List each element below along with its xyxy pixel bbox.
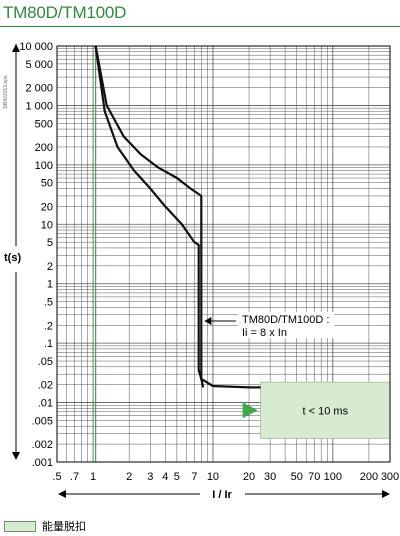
x-axis-label: I / Ir	[212, 489, 232, 501]
curve-2	[94, 45, 261, 389]
y-tick-label: .005	[32, 415, 53, 427]
x-tick-label: 1	[90, 471, 96, 483]
x-tick-label: 20	[243, 471, 255, 483]
y-tick-label: 50	[41, 178, 53, 190]
title-rule	[0, 26, 400, 27]
y-tick-label: 10	[41, 219, 53, 231]
y-tick-label: .001	[32, 457, 53, 469]
arrow-left-icon	[58, 490, 66, 498]
y-axis-label: t(s)	[4, 252, 21, 264]
y-tick-label: 1 000	[25, 100, 53, 112]
x-tick-label: 4	[162, 471, 168, 483]
axis-labels: t(s) I / Ir DB422013.eps	[3, 44, 390, 501]
x-tick-label: 5	[174, 471, 180, 483]
y-tick-label: .002	[32, 439, 53, 451]
x-tick-label: 3	[147, 471, 153, 483]
x-tick-label: .5	[52, 471, 61, 483]
figure-code: DB422013.eps	[3, 75, 9, 109]
x-tick-label: 30	[264, 471, 276, 483]
x-tick-label: 10	[207, 471, 219, 483]
arrow-up-icon	[12, 44, 20, 52]
annotations: TM80D/TM100D :Ii = 8 x In t < 10 ms	[204, 312, 349, 419]
arrow-left-icon	[204, 317, 212, 325]
x-tick-label: 100	[324, 471, 342, 483]
y-tick-label: .2	[44, 320, 53, 332]
y-tick-label: 1	[47, 279, 53, 291]
x-tick-labels: .5 .7 1 2 3 4 5 7 10 20 30 50 70 100 200 300	[52, 471, 399, 483]
y-tick-label: 5 000	[25, 59, 53, 71]
y-tick-label: 100	[35, 160, 53, 172]
green-arrow-icon	[242, 402, 258, 419]
arrow-right-icon	[382, 490, 390, 498]
x-tick-label: .7	[70, 471, 79, 483]
y-tick-label: .05	[38, 356, 53, 368]
curve-1	[94, 45, 205, 388]
x-tick-label: 70	[308, 471, 320, 483]
shaded-region	[260, 381, 391, 439]
y-tick-labels: 10 000 5 000 2 000 1 000 500 200 100 50 20 10 5 2 1.…	[19, 41, 53, 469]
y-tick-label: 2	[47, 261, 53, 273]
legend: 能量脱扣	[4, 518, 86, 534]
annotation-label: Ii = 8 x In	[242, 327, 287, 339]
annotation-box	[238, 312, 334, 338]
y-tick-label: 20	[41, 201, 53, 213]
legend-swatch	[4, 520, 36, 532]
y-tick-label: 10 000	[19, 41, 53, 53]
y-tick-label: .01	[38, 398, 53, 410]
x-tick-label: 2	[126, 471, 132, 483]
y-tick-label: .5	[44, 297, 53, 309]
x-tick-label: 7	[191, 471, 197, 483]
y-tick-label: 2 000	[25, 83, 53, 95]
y-tick-label: .1	[44, 338, 53, 350]
plot-frame-rect	[56, 45, 391, 463]
arrow-down-icon	[12, 452, 20, 460]
plot-frame	[56, 45, 391, 463]
y-tick-label: .02	[38, 380, 53, 392]
x-tick-label: 300	[381, 471, 399, 483]
annotation-label: t < 10 ms	[303, 405, 349, 417]
x-tick-label: 200	[360, 471, 378, 483]
y-tick-label: 5	[47, 237, 53, 249]
curves	[94, 45, 261, 389]
chart-title: TM80D/TM100D	[3, 3, 127, 22]
y-tick-label: 200	[35, 142, 53, 154]
x-tick-label: 50	[291, 471, 303, 483]
y-tick-label: 500	[35, 118, 53, 130]
legend-label: 能量脱扣	[42, 521, 86, 533]
shaded-region-rect	[260, 381, 391, 439]
annotation-label: TM80D/TM100D :	[242, 314, 329, 326]
